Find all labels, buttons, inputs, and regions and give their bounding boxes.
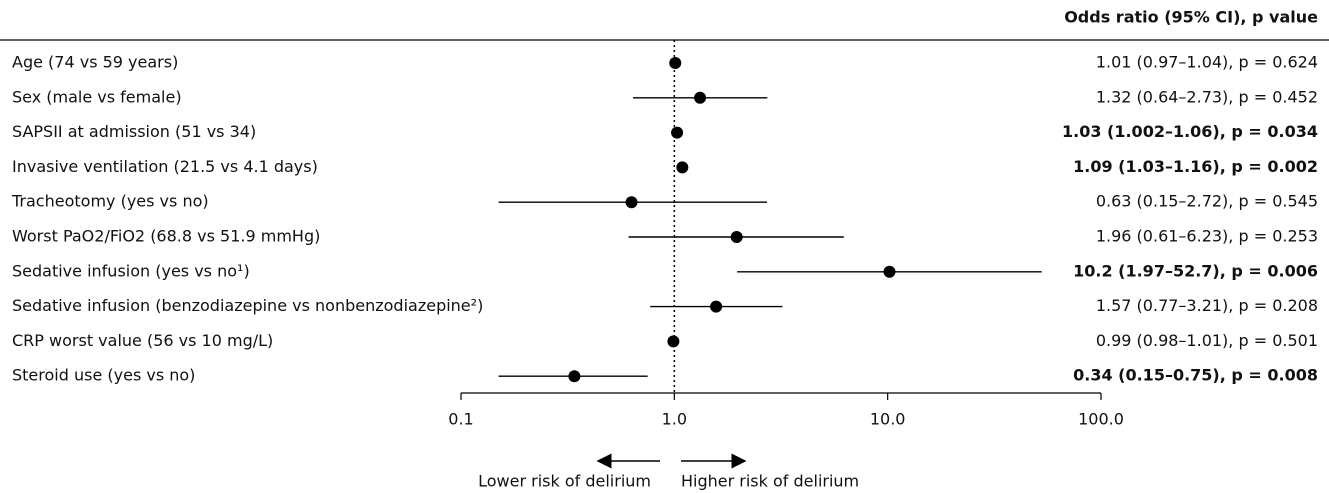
value-label: 1.57 (0.77–3.21), p = 0.208 — [1096, 296, 1318, 315]
x-tick-label: 100.0 — [1078, 410, 1124, 429]
point-estimate — [694, 91, 707, 104]
annotation: Lower risk of delirium — [478, 472, 651, 491]
row-label: CRP worst value (56 vs 10 mg/L) — [12, 331, 273, 350]
point-estimate — [730, 231, 743, 243]
point-estimate — [676, 161, 689, 174]
x-tick-label: 0.1 — [448, 410, 473, 429]
value-label: 1.09 (1.03–1.16), p = 0.002 — [1073, 157, 1318, 176]
row-label: Sex (male vs female) — [12, 87, 182, 106]
point-estimate — [667, 335, 680, 348]
row-label: Steroid use (yes vs no) — [12, 366, 195, 385]
value-label: 0.63 (0.15–2.72), p = 0.545 — [1096, 192, 1318, 211]
row-label: Worst PaO2/FiO2 (68.8 vs 51.9 mmHg) — [12, 227, 320, 246]
value-label: 0.34 (0.15–0.75), p = 0.008 — [1073, 366, 1318, 385]
point-estimate — [568, 370, 581, 383]
row-label: SAPSII at admission (51 vs 34) — [12, 122, 256, 141]
column-header: Odds ratio (95% CI), p value — [1064, 8, 1318, 27]
value-label: 1.01 (0.97–1.04), p = 0.624 — [1096, 53, 1318, 72]
row-label: Invasive ventilation (21.5 vs 4.1 days) — [12, 157, 318, 176]
value-label: 0.99 (0.98–1.01), p = 0.501 — [1096, 331, 1318, 350]
row-label: Tracheotomy (yes vs no) — [11, 192, 209, 211]
point-estimate — [671, 126, 684, 139]
value-label: 1.32 (0.64–2.73), p = 0.452 — [1096, 87, 1318, 106]
row-label: Sedative infusion (benzodiazepine vs non… — [12, 296, 483, 315]
x-tick-label: 10.0 — [870, 410, 906, 429]
point-estimate — [710, 300, 723, 313]
point-estimate — [669, 57, 682, 69]
value-label: 1.96 (0.61–6.23), p = 0.253 — [1096, 227, 1318, 246]
point-estimate — [883, 265, 896, 278]
value-label: 1.03 (1.002–1.06), p = 0.034 — [1062, 122, 1318, 141]
value-label: 10.2 (1.97–52.7), p = 0.006 — [1073, 261, 1318, 280]
row-label: Age (74 vs 59 years) — [12, 53, 178, 72]
point-estimate — [625, 196, 638, 209]
annotation: Higher risk of delirium — [681, 472, 859, 491]
row-label: Sedative infusion (yes vs no¹) — [12, 261, 250, 280]
x-tick-label: 1.0 — [662, 410, 687, 429]
